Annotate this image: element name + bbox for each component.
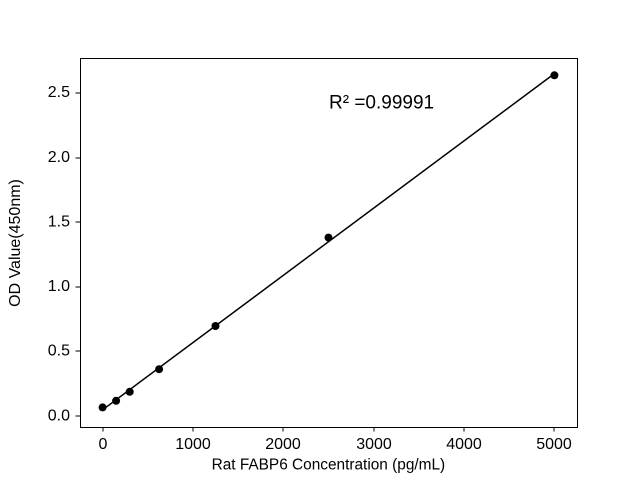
svg-text:1000: 1000 <box>175 436 211 453</box>
svg-text:1.5: 1.5 <box>48 214 70 231</box>
svg-text:OD Value(450nm): OD Value(450nm) <box>7 179 24 307</box>
svg-text:5000: 5000 <box>536 436 572 453</box>
svg-text:0.0: 0.0 <box>48 408 70 425</box>
svg-text:2.5: 2.5 <box>48 84 70 101</box>
svg-text:3000: 3000 <box>356 436 392 453</box>
svg-text:R² =0.99991: R² =0.99991 <box>329 93 434 114</box>
svg-text:2.0: 2.0 <box>48 149 70 166</box>
svg-text:1.0: 1.0 <box>48 278 70 295</box>
svg-text:0.5: 0.5 <box>48 343 70 360</box>
svg-text:Rat FABP6 Concentration (pg/mL: Rat FABP6 Concentration (pg/mL) <box>212 457 446 474</box>
svg-text:0: 0 <box>99 436 108 453</box>
svg-text:2000: 2000 <box>265 436 301 453</box>
svg-text:4000: 4000 <box>446 436 482 453</box>
